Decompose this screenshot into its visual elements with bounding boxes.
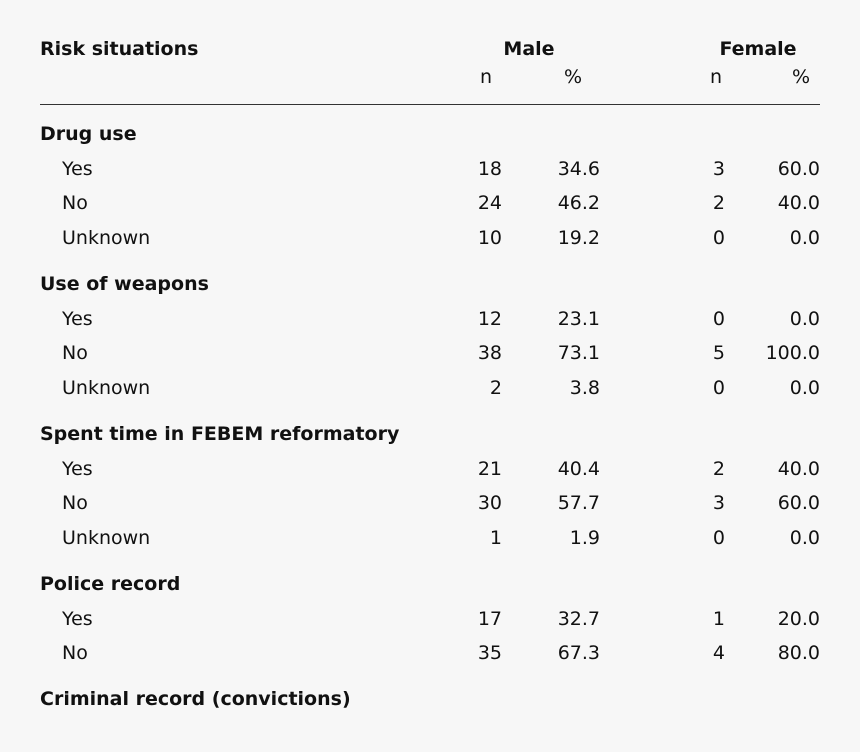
female-n-cell: 0 — [712, 527, 725, 549]
row-label: No — [62, 342, 88, 364]
female-header: Female — [719, 38, 797, 60]
male-pct-cell: 19.2 — [557, 227, 600, 249]
female-n-cell: 3 — [712, 158, 725, 180]
female-n-header: n — [709, 66, 722, 88]
row-label: Unknown — [62, 227, 151, 249]
row-label: Yes — [62, 158, 93, 180]
female-pct-cell: 60.0 — [777, 492, 820, 514]
female-n-cell: 0 — [712, 377, 725, 399]
male-pct-cell: 57.7 — [557, 492, 600, 514]
male-n-cell: 17 — [477, 608, 502, 630]
row-label: No — [62, 192, 88, 214]
female-pct-cell: 0.0 — [789, 377, 820, 399]
female-pct-cell: 80.0 — [777, 642, 820, 664]
female-n-cell: 5 — [712, 342, 725, 364]
male-n-cell: 1 — [489, 527, 502, 549]
male-pct-cell: 3.8 — [569, 377, 600, 399]
female-pct-cell: 40.0 — [777, 458, 820, 480]
female-n-cell: 0 — [712, 308, 725, 330]
male-n-cell: 35 — [477, 642, 502, 664]
male-pct-cell: 34.6 — [557, 158, 600, 180]
female-pct-cell: 20.0 — [777, 608, 820, 630]
female-n-cell: 2 — [712, 192, 725, 214]
male-n-cell: 18 — [477, 158, 502, 180]
male-pct-cell: 46.2 — [557, 192, 600, 214]
male-header: Male — [503, 38, 555, 60]
male-pct-cell: 40.4 — [557, 458, 600, 480]
male-n-cell: 38 — [477, 342, 502, 364]
male-pct-header: % — [563, 66, 582, 88]
female-pct-cell: 0.0 — [789, 308, 820, 330]
male-pct-cell: 67.3 — [557, 642, 600, 664]
female-pct-cell: 60.0 — [777, 158, 820, 180]
female-pct-cell: 0.0 — [789, 527, 820, 549]
male-n-cell: 30 — [477, 492, 502, 514]
section-title: Spent time in FEBEM reformatory — [40, 423, 400, 445]
risk-situations-header: Risk situations — [40, 38, 199, 60]
female-n-cell: 3 — [712, 492, 725, 514]
section-title: Use of weapons — [40, 273, 209, 295]
male-n-cell: 12 — [477, 308, 502, 330]
male-n-cell: 21 — [477, 458, 502, 480]
male-pct-cell: 32.7 — [557, 608, 600, 630]
female-pct-cell: 100.0 — [765, 342, 820, 364]
section-title: Police record — [40, 573, 181, 595]
male-n-header: n — [479, 66, 492, 88]
row-label: No — [62, 642, 88, 664]
header-rule — [40, 104, 820, 105]
row-label: No — [62, 492, 88, 514]
row-label: Yes — [62, 308, 93, 330]
female-n-cell: 0 — [712, 227, 725, 249]
female-n-cell: 2 — [712, 458, 725, 480]
male-pct-cell: 73.1 — [557, 342, 600, 364]
row-label: Unknown — [62, 377, 151, 399]
female-n-cell: 4 — [712, 642, 725, 664]
male-pct-cell: 23.1 — [557, 308, 600, 330]
female-pct-cell: 0.0 — [789, 227, 820, 249]
male-n-cell: 10 — [477, 227, 502, 249]
row-label: Yes — [62, 458, 93, 480]
male-pct-cell: 1.9 — [569, 527, 600, 549]
row-label: Yes — [62, 608, 93, 630]
row-label: Unknown — [62, 527, 151, 549]
male-n-cell: 24 — [477, 192, 502, 214]
section-title: Drug use — [40, 123, 137, 145]
female-n-cell: 1 — [712, 608, 725, 630]
female-pct-cell: 40.0 — [777, 192, 820, 214]
female-pct-header: % — [791, 66, 810, 88]
male-n-cell: 2 — [489, 377, 502, 399]
section-title: Criminal record (convictions) — [40, 688, 351, 710]
